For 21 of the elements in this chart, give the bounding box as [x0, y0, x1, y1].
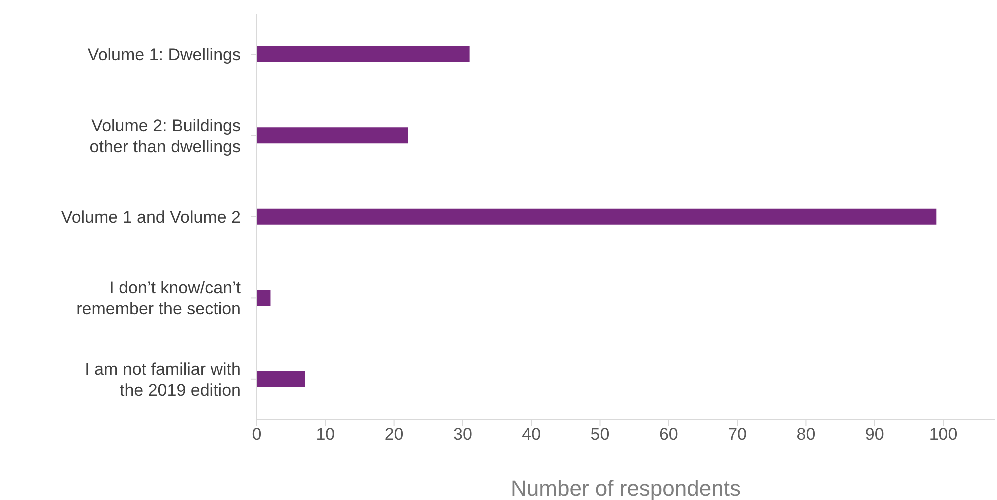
x-tick-label: 30 — [453, 425, 472, 444]
bar — [257, 46, 470, 62]
bar — [257, 371, 306, 388]
y-tick-label: Volume 1: Dwellings — [88, 45, 241, 64]
x-tick-label: 100 — [929, 425, 958, 444]
x-tick-label: 0 — [252, 425, 262, 444]
x-tick-label: 10 — [316, 425, 336, 444]
x-tick-label: 40 — [522, 425, 542, 444]
bar — [257, 290, 271, 306]
y-tick-label: Volume 2: Buildings other than dwellings — [90, 116, 241, 156]
bar — [257, 208, 937, 225]
y-tick-label: I am not familiar with the 2019 edition — [85, 359, 241, 400]
x-tick-label: 70 — [728, 425, 748, 444]
x-tick-label: 20 — [384, 425, 404, 444]
x-tick-label: 60 — [659, 425, 678, 444]
y-tick-label: I don’t know/can’t remember the section — [76, 278, 242, 318]
y-tick-label: Volume 1 and Volume 2 — [61, 208, 241, 226]
x-tick-label: 80 — [796, 425, 816, 444]
x-tick-label: 50 — [590, 425, 610, 444]
bar — [257, 128, 408, 144]
x-tick-label: 90 — [865, 425, 884, 444]
